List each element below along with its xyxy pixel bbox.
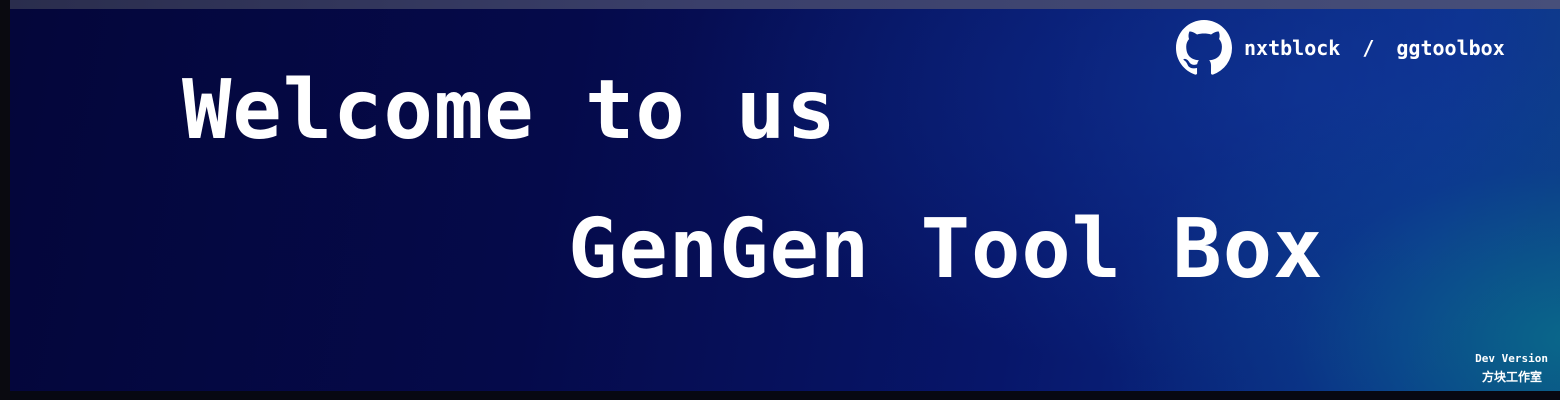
repo-name: ggtoolbox <box>1396 36 1505 60</box>
studio-label: 方块工作室 <box>1481 370 1542 384</box>
version-info: Dev Version 方块工作室 <box>1475 351 1548 387</box>
bottom-strip <box>10 391 1560 400</box>
app-title: GenGen Tool Box <box>568 202 1324 297</box>
repo-separator: / <box>1362 36 1375 60</box>
github-repo-link[interactable]: nxtblock / ggtoolbox <box>1176 20 1505 76</box>
welcome-heading: Welcome to us <box>182 63 837 158</box>
hero-banner: Welcome to us GenGen Tool Box nxtblock /… <box>10 9 1560 391</box>
top-strip <box>10 0 1560 9</box>
repo-owner: nxtblock <box>1244 36 1341 60</box>
github-icon <box>1176 20 1232 75</box>
version-label: Dev Version <box>1475 352 1548 365</box>
